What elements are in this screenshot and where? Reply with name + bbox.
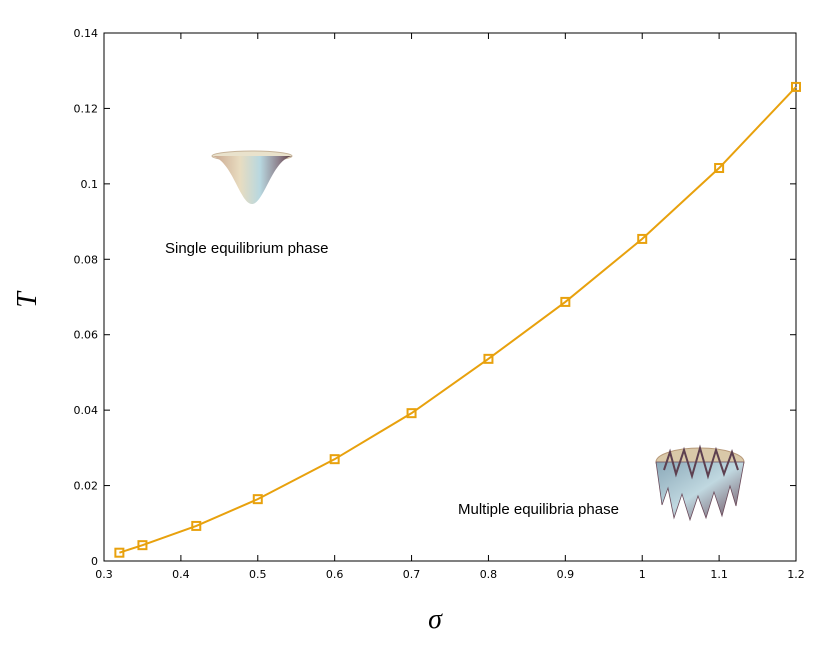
point-marker — [560, 296, 571, 307]
point-marker — [791, 81, 801, 92]
x-axis-label: σ — [428, 604, 443, 635]
point-marker — [252, 494, 263, 505]
point-marker — [483, 353, 494, 364]
x-tick-label: 0.4 — [172, 568, 190, 581]
x-tick-label: 0.6 — [326, 568, 344, 581]
y-tick-label: 0.1 — [81, 178, 99, 191]
plot-frame — [103, 32, 797, 562]
y-tick-label: 0.12 — [74, 102, 99, 115]
y-tick-label: 0.14 — [74, 27, 99, 40]
y-tick-label: 0.02 — [74, 480, 99, 493]
icon-single — [211, 150, 293, 204]
x-tick-label: 0.9 — [557, 568, 575, 581]
x-tick-label: 1.1 — [710, 568, 728, 581]
y-tick-label: 0 — [91, 555, 98, 568]
y-tick-label: 0.04 — [74, 404, 99, 417]
x-tick-label: 0.5 — [249, 568, 267, 581]
point-marker — [714, 163, 725, 174]
point-marker — [329, 454, 340, 465]
x-tick-label: 0.7 — [403, 568, 421, 581]
annotation: Single equilibrium phase — [165, 240, 328, 257]
y-tick-label: 0.08 — [74, 253, 99, 266]
point-marker — [114, 547, 125, 558]
point-marker — [637, 233, 648, 244]
y-axis-label: T — [12, 290, 43, 308]
y-tick-label: 0.06 — [74, 329, 99, 342]
series-line — [119, 86, 797, 554]
x-tick-label: 0.8 — [480, 568, 498, 581]
point-marker — [191, 520, 202, 531]
x-tick-label: 0.3 — [95, 568, 113, 581]
icon-multiple — [655, 444, 745, 522]
point-marker — [137, 540, 148, 551]
point-marker — [406, 408, 417, 419]
x-tick-label: 1 — [639, 568, 646, 581]
annotation: Multiple equilibria phase — [458, 501, 619, 518]
x-tick-label: 1.2 — [787, 568, 805, 581]
